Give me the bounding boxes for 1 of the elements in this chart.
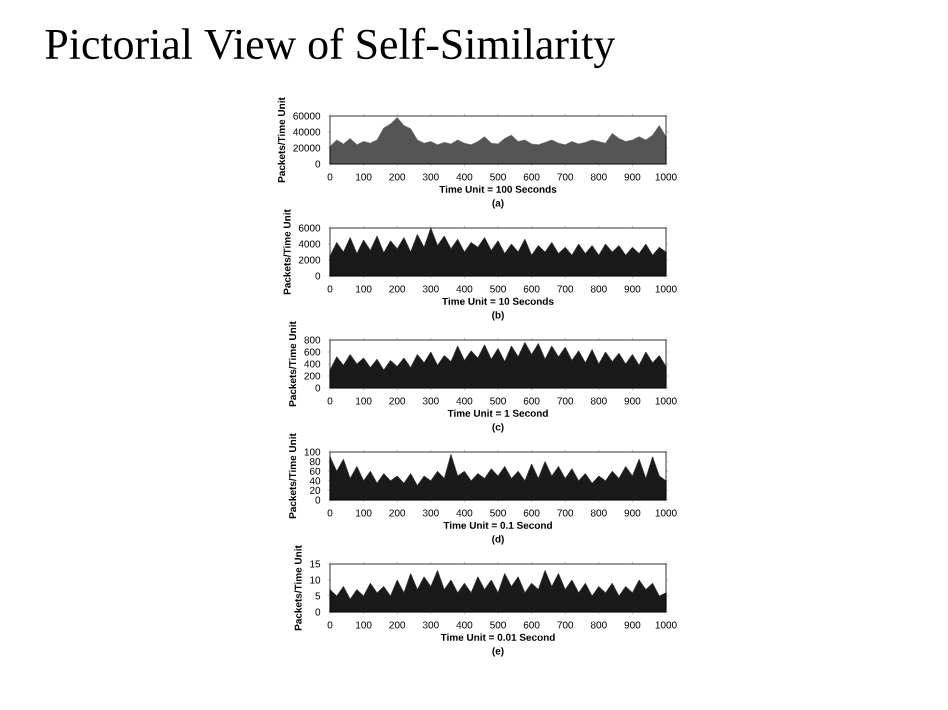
- chart-title: Pictorial View of Self-Similarity: [45, 27, 616, 69]
